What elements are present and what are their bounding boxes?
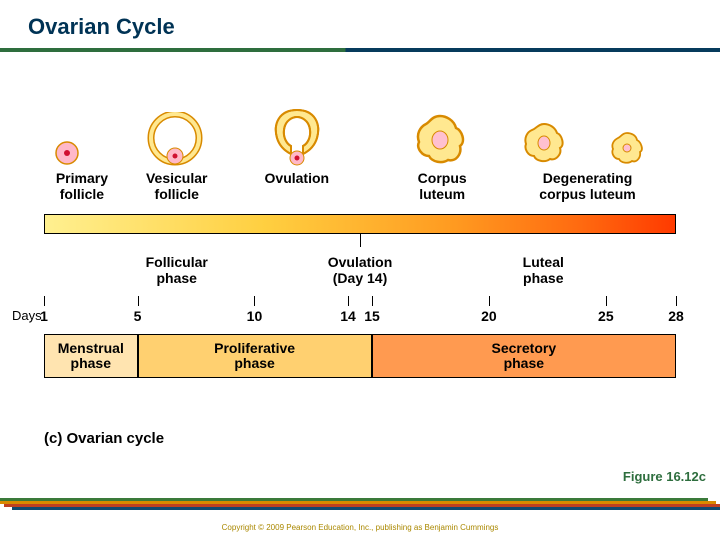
footer-stripe (12, 507, 720, 510)
stage-label: Ovulation (252, 170, 342, 186)
ovarian-cycle-diagram: Primaryfollicle Vesicularfollicle Ovulatio… (44, 88, 676, 378)
day-number: 20 (481, 308, 497, 324)
day-tick (44, 296, 45, 306)
copyright-text: Copyright © 2009 Pearson Education, Inc.… (0, 523, 720, 532)
ovarian-phase-row: Follicularphase Ovulation(Day 14) Lutealph… (44, 248, 676, 300)
slide-title: Ovarian Cycle (28, 14, 175, 40)
day-tick (348, 296, 349, 306)
primary-follicle-cell (52, 138, 82, 168)
day-tick (606, 296, 607, 306)
uterine-phase-cell: Menstrualphase (44, 334, 138, 378)
day-number: 15 (364, 308, 380, 324)
stage-label: Vesicularfollicle (132, 170, 222, 202)
day-tick (372, 296, 373, 306)
day-tick (138, 296, 139, 306)
corpus-luteum-cell (412, 112, 468, 168)
ovarian-phase-label: Lutealphase (488, 254, 598, 286)
stage-label: Degeneratingcorpus luteum (518, 170, 658, 202)
title-underline (0, 48, 720, 52)
center-tick (360, 233, 361, 247)
ovulation-cell (267, 104, 327, 168)
day-tick (489, 296, 490, 306)
day-number: 14 (340, 308, 356, 324)
days-label: Days (12, 308, 42, 323)
footer-stripes (0, 498, 720, 508)
days-row: Days 15101415202528 (44, 306, 676, 330)
timeline-gradient-bar (44, 214, 676, 234)
day-number: 28 (668, 308, 684, 324)
day-tick (676, 296, 677, 306)
stage-label: Corpusluteum (402, 170, 482, 202)
day-number: 1 (40, 308, 48, 324)
ovarian-phase-label: Follicularphase (122, 254, 232, 286)
vesicular-follicle-cell (147, 112, 203, 168)
stage-labels-row: Primaryfollicle Vesicularfollicle Ovulatio… (44, 168, 676, 214)
uterine-phase-row: MenstrualphaseProliferativephaseSecretor… (44, 334, 676, 378)
stage-label: Primaryfollicle (42, 170, 122, 202)
ovarian-phase-label: Ovulation(Day 14) (305, 254, 415, 286)
day-number: 5 (134, 308, 142, 324)
day-number: 25 (598, 308, 614, 324)
degen-corpus-1-cell (520, 120, 568, 168)
day-tick (254, 296, 255, 306)
slide: Ovarian Cycle PrimaryfollicleVesicularfo (0, 0, 720, 540)
day-number: 10 (247, 308, 263, 324)
cells-row (44, 88, 676, 168)
degen-corpus-2-cell (608, 130, 646, 168)
figure-reference: Figure 16.12c (623, 469, 706, 484)
uterine-phase-cell: Proliferativephase (138, 334, 372, 378)
uterine-phase-cell: Secretoryphase (372, 334, 676, 378)
subfigure-label: (c) Ovarian cycle (44, 430, 164, 447)
